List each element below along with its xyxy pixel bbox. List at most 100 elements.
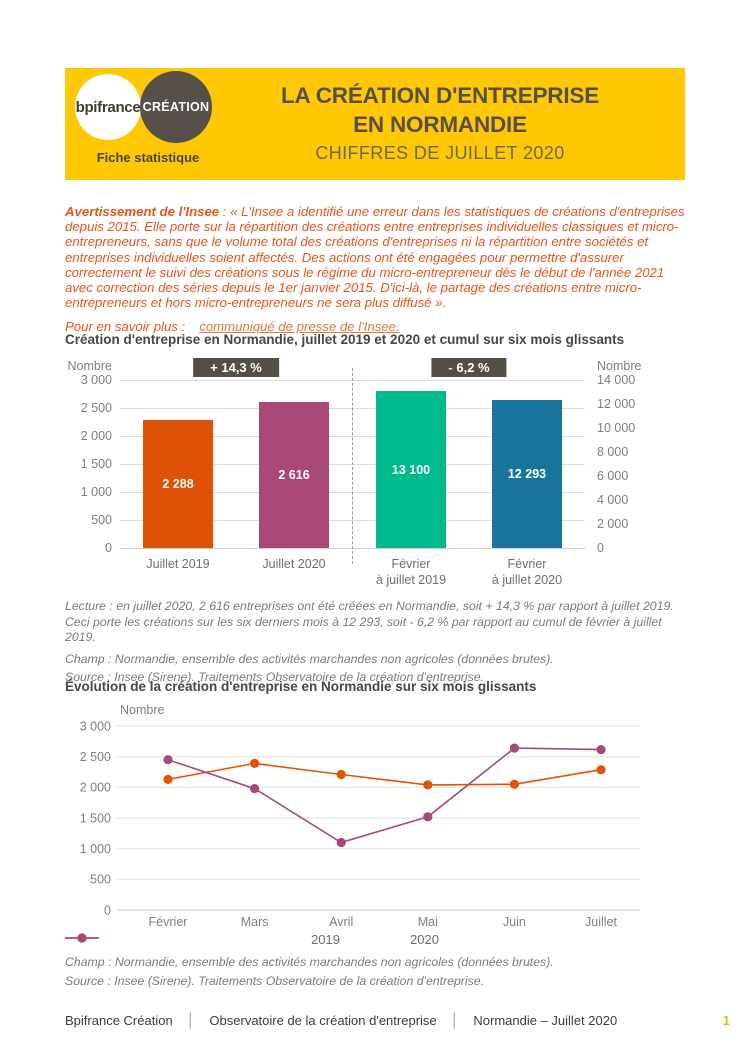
bar-value-label: 12 293 [507,467,547,481]
bar-value-label: 2 616 [278,468,310,482]
line-x-label: Mars [241,915,269,929]
bpifrance-logo: bpifrance [75,74,141,140]
champ-note: Champ : Normandie, ensemble des activité… [65,651,554,666]
line-y-tick: 1 000 [80,842,111,856]
right-y-tick: 14 000 [597,373,636,387]
footer-separator: │ [186,1012,196,1028]
variation-badge-cumulative: - 6,2 % [431,358,507,377]
data-point-2019-Mars [250,758,260,768]
bpifrance-logo-text: bpifrance [75,98,141,116]
bar-3: 12 293 [492,400,562,548]
legend-label: 2019 [311,932,340,947]
bar-plot-area: 2 288 2 616 13 100 12 293 [120,368,585,564]
line-y-axis-label: Nombre [120,703,165,717]
left-y-tick: 2 500 [80,401,112,415]
right-y-tick: 12 000 [597,397,636,411]
insee-warning-body: : « L'Insee a identifié une erreur dans … [65,204,685,311]
legend-line-dot-icon [65,933,99,943]
bar-x-label: Juillet 2020 [262,557,326,571]
page-subtitle: CHIFFRES DE JUILLET 2020 [315,143,565,163]
footer-separator: │ [450,1012,460,1028]
left-y-tick: 3 000 [80,373,112,387]
data-point-2019-Février [163,774,173,784]
left-axis-label: Nombre [67,359,112,373]
bar-chart-notes: Lecture : en juillet 2020, 2 616 entrepr… [65,599,693,686]
footer-edition: Normandie – Juillet 2020 [473,1012,618,1028]
line-chart-legend: 2019 2020 [65,932,685,947]
header-banner: bpifrance CRÉATION Fiche statistique LA … [65,68,685,180]
footer-observatory: Observatoire de la création d'entreprise [209,1012,437,1028]
line-chart-notes: Champ : Normandie, ensemble des activité… [65,955,693,989]
line-chart: Nombre 3 000 2 500 2 000 1 500 1 000 500 0 Févr… [65,699,685,955]
creation-logo: CRÉATION [140,71,212,143]
creation-logo-text: CRÉATION [142,100,210,114]
data-point-2019-Avril [336,769,346,780]
right-y-tick: 2 000 [597,517,629,531]
line-x-label: Juillet [585,915,617,929]
right-y-tick: 8 000 [597,445,629,459]
right-y-tick: 10 000 [597,421,636,435]
bar-chart-title: Création d'entreprise en Normandie, juil… [65,332,625,347]
right-y-tick: 4 000 [597,493,629,507]
legend-label: 2020 [410,932,439,947]
data-point-2019-Juillet [596,765,606,775]
data-point-2020-Février [163,755,173,765]
variation-badge-monthly: + 14,3 % [193,358,279,377]
page-title-line2: EN NORMANDIE [353,112,527,137]
line-x-label: Juin [503,915,526,929]
left-y-tick: 1 500 [80,457,112,471]
data-point-2020-Avril [336,837,346,848]
footer-brand: Bpifrance Création [65,1012,173,1028]
bar-chart: Nombre Nombre + 14,3 % - 6,2 % 2 288 2 61… [65,356,685,598]
right-y-tick: 0 [597,541,604,555]
logo-block: bpifrance CRÉATION Fiche statistique [65,68,265,180]
left-y-tick: 0 [105,541,112,555]
line-chart-canvas: 3 000 2 500 2 000 1 500 1 000 500 0 Février Mars… [80,719,640,929]
insee-press-release-link[interactable]: communiqué de presse de l'Insee. [199,319,400,335]
line-x-label: Avril [329,915,353,929]
line-x-label: Mai [418,915,438,929]
line-y-tick: 500 [90,873,111,887]
right-y-tick: 6 000 [597,469,629,483]
data-point-2019-Mai [423,780,433,790]
line-chart-title: Évolution de la création d'entreprise en… [65,679,537,694]
group-dashed-separator [352,368,353,564]
insee-warning: Avertissement de l'Insee : « L'Insee a i… [65,204,691,335]
bar-x-label: Février à juillet 2019 [375,557,447,587]
bar-value-label: 2 288 [162,477,194,491]
more-info-row: Pour en savoir plus : communiqué de press… [65,319,691,334]
series-line-2020 [167,747,602,844]
footer: Bpifrance Création │ Observatoire de la … [65,1012,730,1028]
left-y-tick: 1 000 [80,485,112,499]
left-y-tick: 500 [91,513,112,527]
legend-item-2020: 2020 [65,932,439,947]
data-point-2020-Juin [509,743,519,753]
source-note: Source : Insee (Sirene). Traitements Obs… [65,670,485,684]
title-block: LA CRÉATION D'ENTREPRISE EN NORMANDIE CH… [265,68,685,180]
line-y-tick: 1 500 [80,811,111,825]
line-y-tick: 2 000 [80,781,111,795]
bar-x-label: Février à juillet 2020 [491,557,563,587]
more-info-label: Pour en savoir plus : [65,319,186,335]
line-y-tick: 2 500 [80,750,111,764]
bar-value-label: 13 100 [391,462,431,477]
lecture-note: Lecture : en juillet 2020, 2 616 entrepr… [65,599,674,644]
data-point-2020-Juillet [596,745,606,755]
right-axis-label: Nombre [597,359,642,373]
fiche-statistique-label: Fiche statistique [96,150,200,165]
line-y-tick: 0 [104,903,111,917]
left-y-tick: 2 000 [80,429,112,443]
data-point-2020-Mai [423,812,433,822]
data-point-2019-Juin [509,779,519,789]
champ-note: Champ : Normandie, ensemble des activité… [65,955,554,969]
line-x-label: Février [149,915,188,929]
bar-2: 13 100 [376,391,446,548]
series-line-2019 [167,762,602,786]
page-title-line1: LA CRÉATION D'ENTREPRISE [280,83,600,108]
legend-item-2019: 2019 [65,932,340,947]
bar-1: 2 616 [259,402,329,548]
bar-x-label: Juillet 2019 [146,557,210,571]
insee-warning-lead: Avertissement de l'Insee [65,204,220,219]
source-note: Source : Insee (Sirene). Traitements Obs… [65,973,485,988]
